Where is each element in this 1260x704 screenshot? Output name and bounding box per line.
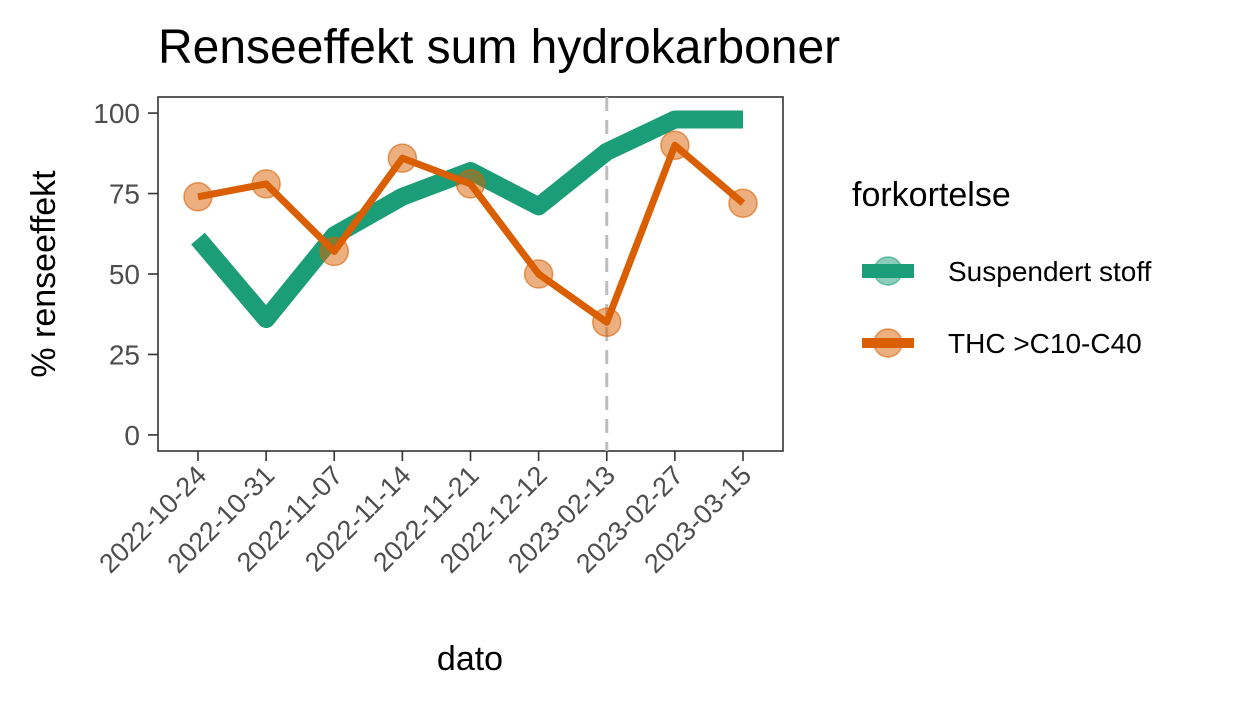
data-point <box>251 169 281 199</box>
legend-title: forkortelse <box>852 176 1011 214</box>
data-point <box>592 307 622 338</box>
legend-item: THC >C10-C40 <box>862 328 1142 359</box>
data-point <box>728 188 758 218</box>
y-tick-label: 100 <box>93 98 140 129</box>
chart-title: Renseeffekt sum hydrokarboner <box>158 21 840 74</box>
legend-point <box>873 328 903 358</box>
y-tick-label: 50 <box>109 259 140 290</box>
x-axis: 2022-10-242022-10-312022-11-072022-11-14… <box>93 451 757 579</box>
series-2 <box>183 130 758 338</box>
data-point <box>387 143 418 173</box>
legend-label: THC >C10-C40 <box>948 328 1142 359</box>
y-tick-label: 0 <box>124 420 140 451</box>
x-axis-label: dato <box>437 640 503 678</box>
legend-point <box>873 256 903 286</box>
data-point <box>523 259 554 289</box>
legend: forkortelse Suspendert stoff THC >C10-C40 <box>852 176 1152 359</box>
data-point <box>455 169 486 199</box>
y-tick-label: 25 <box>109 339 140 370</box>
y-axis-label: % renseeffekt <box>25 170 63 378</box>
data-point <box>660 130 690 161</box>
plot-panel <box>157 96 784 452</box>
legend-label: Suspendert stoff <box>948 256 1152 287</box>
data-point <box>183 182 213 212</box>
y-axis: 0 25 50 75 100 <box>93 98 158 451</box>
series-layer <box>183 110 758 338</box>
legend-item: Suspendert stoff <box>862 256 1152 287</box>
y-tick-label: 75 <box>109 179 140 210</box>
data-point <box>319 236 349 267</box>
